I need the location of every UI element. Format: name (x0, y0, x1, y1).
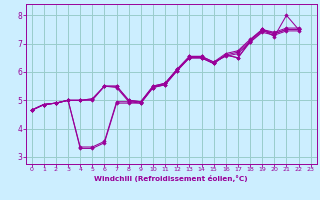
X-axis label: Windchill (Refroidissement éolien,°C): Windchill (Refroidissement éolien,°C) (94, 175, 248, 182)
